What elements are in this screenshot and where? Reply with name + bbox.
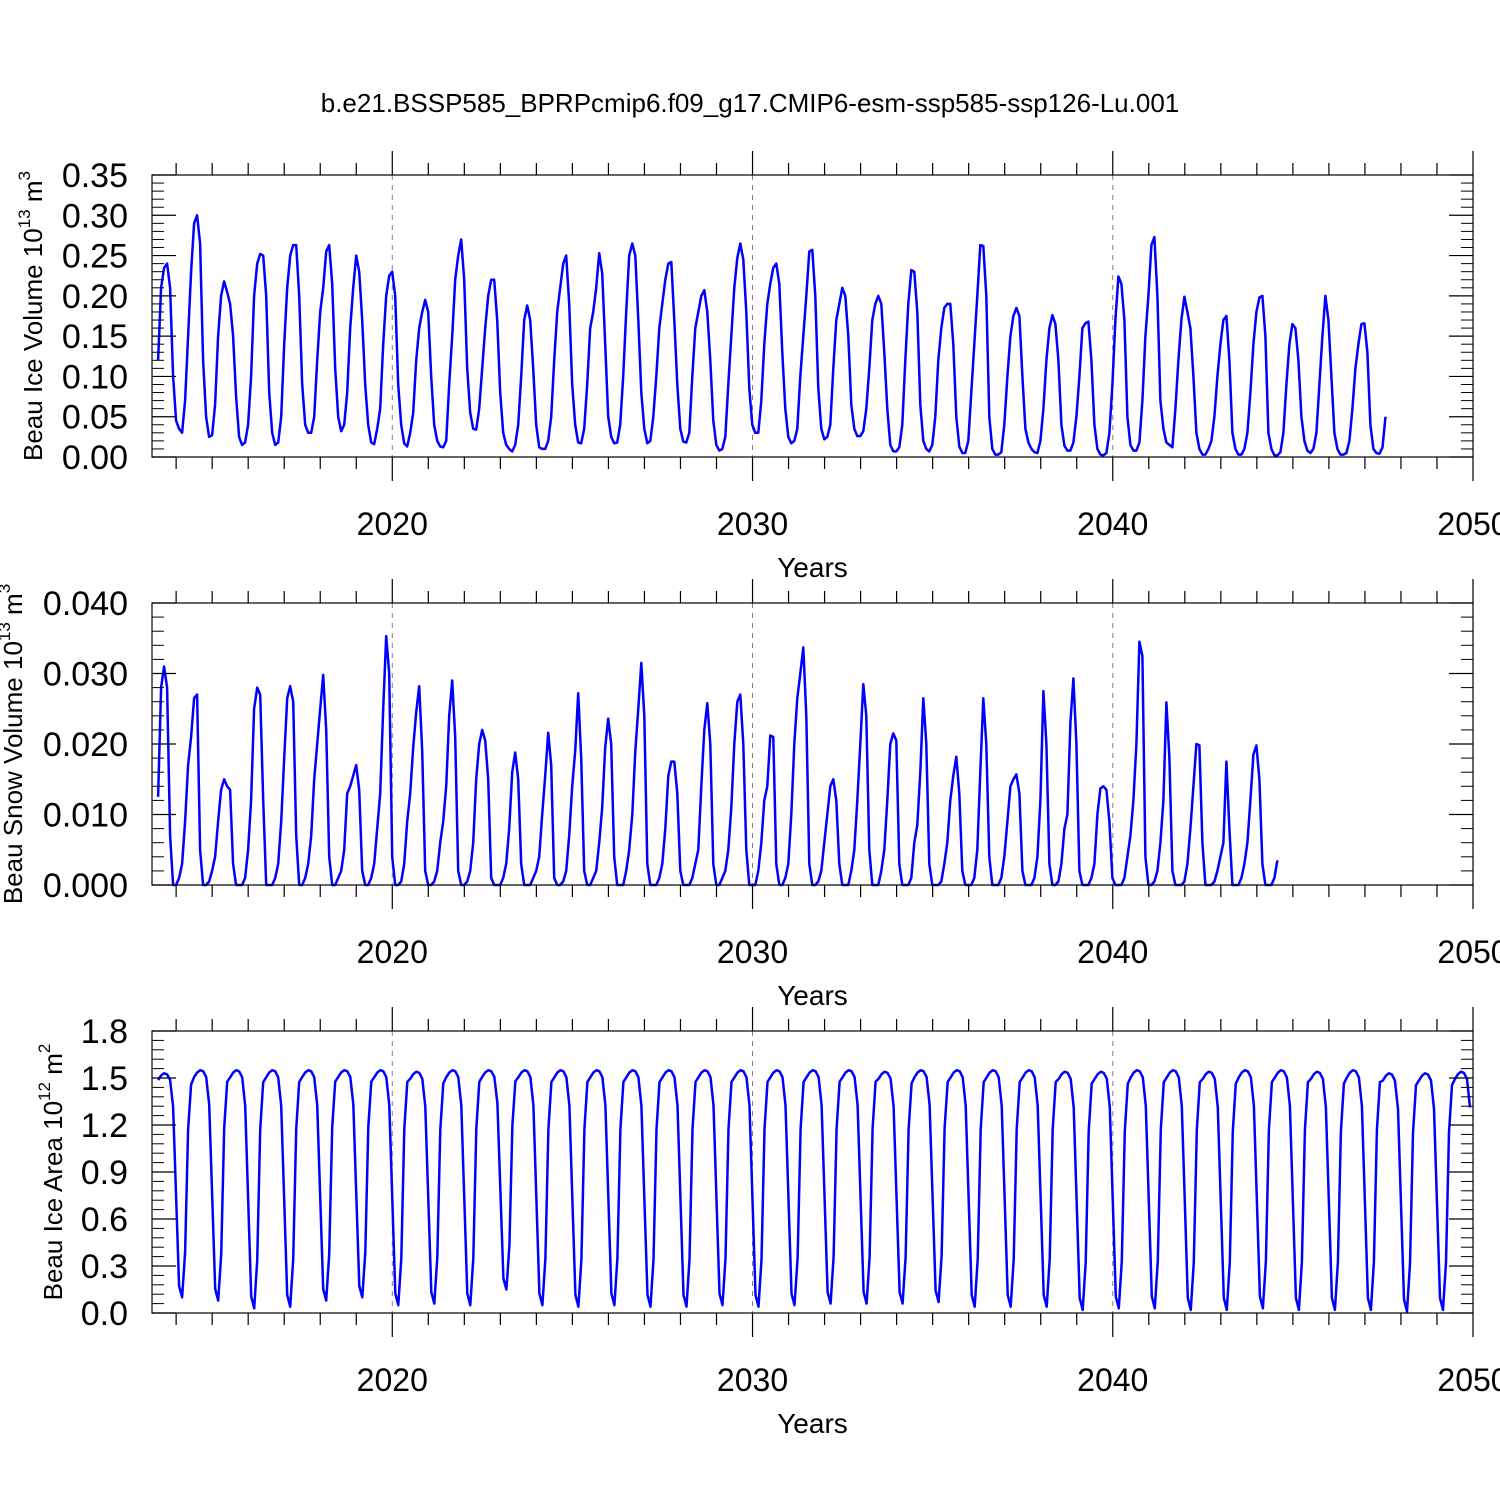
ytick-label: 0.05 (62, 399, 128, 437)
ytick-label: 1.5 (81, 1060, 128, 1098)
figure-title: b.e21.BSSP585_BPRPcmip6.f09_g17.CMIP6-es… (321, 88, 1180, 118)
ytick-label: 0.000 (43, 867, 128, 905)
y-axis-label: Beau Ice Area 1012 m2 (35, 1044, 68, 1301)
ice-volume-panel: 0.000.050.100.150.200.250.300.35 2020 2030… (15, 151, 1500, 583)
xtick-label-2020: 2020 (357, 1362, 428, 1398)
series-line-1 (156, 634, 1279, 887)
ytick-label: 0.20 (62, 278, 128, 316)
ytick-label: 0.030 (43, 656, 128, 694)
ytick-label: 1.8 (81, 1013, 128, 1051)
plot-frame (151, 174, 1474, 458)
ytick-label: 1.2 (81, 1107, 128, 1145)
ytick-label: 0.25 (62, 238, 128, 276)
ytick-label: 0.30 (62, 197, 128, 235)
ice-area-panel: 0.0 0.3 0.6 0.9 1.2 1.5 1.8 2020 2030 2040 2050 Yea… (35, 1007, 1500, 1439)
ytick-label: 0.040 (43, 585, 128, 623)
ytick-label: 0.10 (62, 358, 128, 396)
ytick-label: 0.00 (62, 439, 128, 477)
snow-volume-panel: 0.000 0.010 0.020 0.030 0.040 2020 2030 2040 205… (0, 579, 1500, 1011)
xtick-label-2050: 2050 (1437, 934, 1500, 970)
x-axis-label: Years (777, 552, 848, 583)
xtick-label-2050: 2050 (1437, 506, 1500, 542)
xtick-label-2040: 2040 (1077, 934, 1148, 970)
y-axis-label: Beau Ice Volume 1013 m3 (15, 171, 48, 461)
plot-frame (151, 1030, 1474, 1314)
x-axis-label: Years (777, 1408, 848, 1439)
plot-frame (151, 602, 1474, 886)
xtick-label-2040: 2040 (1077, 1362, 1148, 1398)
ytick-label: 0.0 (81, 1295, 128, 1333)
xtick-label-2050: 2050 (1437, 1362, 1500, 1398)
ytick-label: 0.6 (81, 1201, 128, 1239)
x-axis-label: Years (777, 980, 848, 1011)
ytick-label: 0.010 (43, 797, 128, 835)
ytick-label: 0.3 (81, 1248, 128, 1286)
ytick-label: 0.35 (62, 157, 128, 195)
series-line-2 (157, 1068, 1472, 1313)
ytick-label: 0.15 (62, 318, 128, 356)
xtick-label-2030: 2030 (717, 1362, 788, 1398)
xtick-label-2020: 2020 (357, 934, 428, 970)
xtick-label-2030: 2030 (717, 934, 788, 970)
ytick-label: 0.9 (81, 1154, 128, 1192)
xtick-label-2020: 2020 (357, 506, 428, 542)
xtick-label-2030: 2030 (717, 506, 788, 542)
ytick-label: 0.020 (43, 726, 128, 764)
xtick-label-2040: 2040 (1077, 506, 1148, 542)
series-line-0 (156, 214, 1387, 457)
y-axis-label: Beau Snow Volume 1013 m3 (0, 584, 28, 904)
